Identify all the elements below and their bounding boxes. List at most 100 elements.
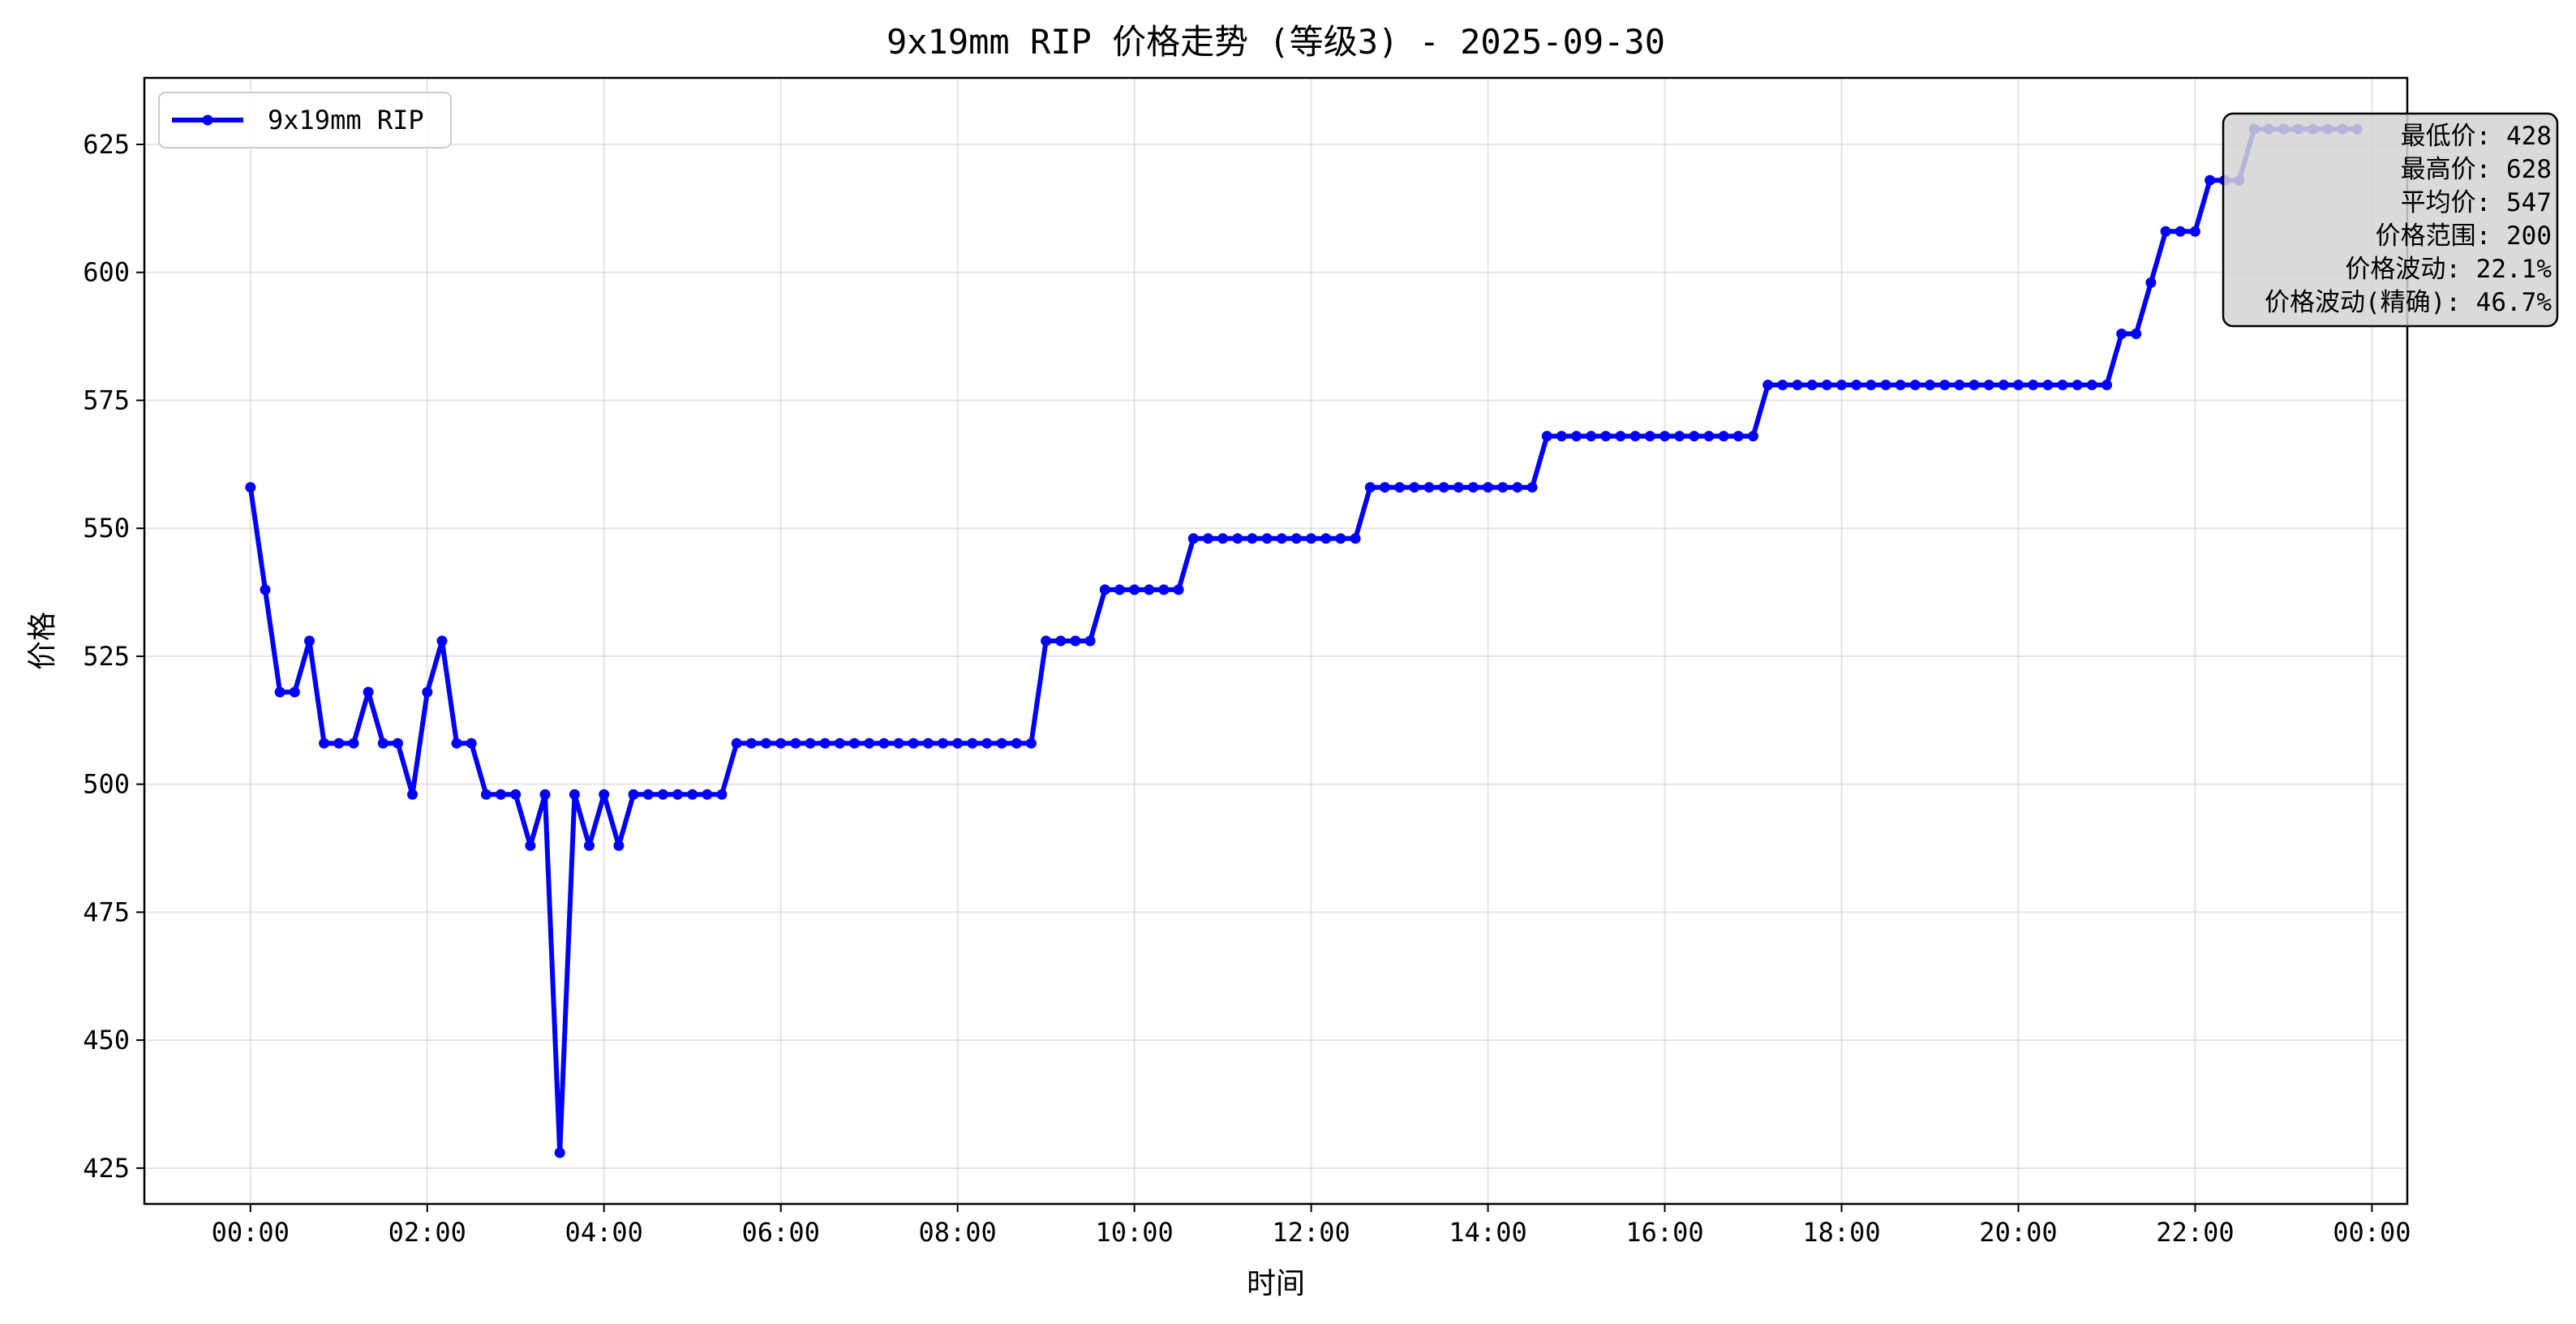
data-point [1144, 584, 1155, 595]
data-point [599, 789, 610, 800]
data-point [1306, 533, 1317, 544]
stats-min-price: 最低价: 428 [2401, 122, 2552, 151]
data-point [1954, 380, 1965, 390]
data-point [1925, 380, 1935, 390]
y-tick-label: 575 [83, 385, 130, 415]
data-point [1909, 380, 1921, 390]
data-point [1644, 431, 1655, 442]
data-point [745, 737, 757, 749]
data-point [2205, 174, 2216, 186]
data-point [1718, 431, 1729, 442]
data-point [510, 789, 522, 800]
data-point [981, 737, 993, 749]
data-point [1232, 533, 1243, 544]
data-point [1703, 431, 1715, 442]
data-point [2116, 329, 2127, 339]
data-point [2102, 380, 2112, 390]
y-tick-label: 525 [83, 641, 130, 672]
data-point [1497, 482, 1509, 493]
series-layer [245, 123, 2363, 1158]
data-point [348, 737, 359, 749]
data-point [2013, 380, 2024, 390]
data-point [657, 789, 668, 800]
data-point [1895, 380, 1906, 390]
data-point [1114, 584, 1125, 595]
data-point [1055, 635, 1067, 647]
data-point [967, 737, 978, 749]
data-point [1571, 431, 1582, 442]
y-tick-label: 475 [83, 896, 130, 927]
stats-avg-price: 平均价: 547 [2401, 188, 2552, 217]
data-point [731, 737, 742, 749]
data-point [938, 737, 948, 749]
x-axis-label: 时间 [1247, 1267, 1305, 1300]
y-tick-label: 450 [83, 1025, 130, 1055]
data-point [525, 840, 536, 851]
data-point [702, 789, 713, 800]
plot-frame [143, 76, 2409, 1206]
data-point [849, 737, 860, 749]
data-point [761, 737, 771, 749]
x-tick-label: 08:00 [918, 1217, 996, 1248]
data-point [274, 686, 286, 698]
data-point [1586, 431, 1597, 442]
data-point [996, 737, 1007, 749]
data-point [1187, 533, 1199, 544]
legend-box [158, 92, 452, 148]
data-point [922, 737, 934, 749]
data-point [878, 737, 890, 749]
x-tick-label: 02:00 [389, 1217, 466, 1248]
data-point [1217, 533, 1229, 544]
stats-price-range: 价格范围: 200 [2376, 221, 2552, 251]
y-axis-label: 价格 [26, 612, 59, 670]
legend-marker-swatch [202, 114, 213, 126]
data-point [1364, 482, 1376, 493]
data-point [790, 737, 801, 749]
data-point [1600, 431, 1612, 442]
data-point [1070, 635, 1081, 647]
x-tick-label: 14:00 [1449, 1217, 1526, 1248]
y-axis-ticks: 425 450 475 500 525 550 575 600 625 [83, 129, 144, 1184]
data-point [1335, 533, 1346, 544]
data-point [1247, 533, 1258, 544]
data-point [1880, 380, 1891, 390]
data-point [1158, 584, 1170, 595]
data-point [1261, 533, 1273, 544]
data-point [2057, 380, 2068, 390]
data-point [496, 789, 506, 800]
x-tick-label: 00:00 [2333, 1217, 2411, 1248]
data-point [569, 789, 580, 800]
data-point [687, 789, 698, 800]
data-point [1851, 380, 1862, 390]
stats-volatility: 价格波动: 22.1% [2345, 255, 2552, 284]
y-tick-label: 600 [83, 257, 130, 288]
data-point [2145, 277, 2157, 288]
data-point [1290, 533, 1302, 544]
data-point [1129, 584, 1140, 595]
grid-layer [144, 78, 2407, 1204]
data-point [1394, 482, 1406, 493]
legend-label: 9x19mm RIP [268, 105, 424, 135]
data-point [377, 737, 389, 749]
data-point [1173, 584, 1184, 595]
chart-title: 9x19mm RIP 价格走势 (等级3) - 2025-09-30 [887, 22, 1665, 62]
data-point [1350, 533, 1361, 544]
data-point [393, 737, 403, 749]
data-point [716, 789, 728, 800]
data-point [422, 686, 433, 698]
data-point [2072, 380, 2083, 390]
data-point [1659, 431, 1670, 442]
data-point [642, 789, 654, 800]
data-point [1865, 380, 1877, 390]
data-point [1453, 482, 1464, 493]
stats-box: 最低价: 428 最高价: 628 平均价: 547 价格范围: 200 价格波… [2222, 112, 2559, 328]
data-point [1025, 737, 1037, 749]
data-point [1041, 635, 1052, 647]
x-tick-label: 04:00 [565, 1217, 643, 1248]
data-point [1836, 380, 1847, 390]
data-point [363, 686, 374, 698]
data-point [451, 737, 462, 749]
data-point [2042, 380, 2054, 390]
data-point [2086, 380, 2097, 390]
